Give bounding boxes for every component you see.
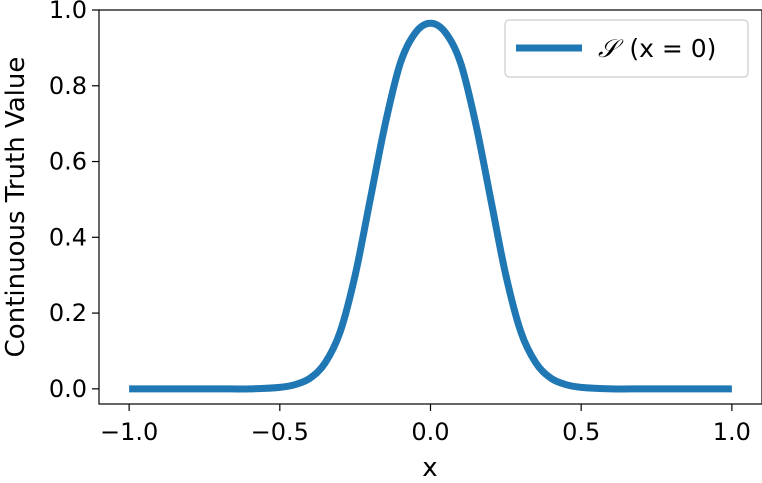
series-layer — [129, 19, 732, 393]
y-tick-label: 0.6 — [49, 148, 87, 176]
y-tick-label: 0.2 — [49, 299, 87, 327]
x-tick-label: 0.0 — [411, 418, 449, 446]
x-tick-label: −1.0 — [100, 418, 158, 446]
legend-label-text: (x = 0) — [629, 34, 716, 63]
legend-box — [504, 19, 749, 78]
y-axis-label: Continuous Truth Value — [1, 57, 31, 358]
legend: 𝒮 (x = 0) — [504, 19, 749, 78]
x-axis: −1.0 −0.5 0.0 0.5 1.0 — [100, 404, 751, 446]
x-tick-label: 1.0 — [713, 418, 751, 446]
x-tick-label: −0.5 — [251, 418, 309, 446]
y-tick-label: 0.4 — [49, 223, 87, 251]
x-tick-label: 0.5 — [562, 418, 600, 446]
x-axis-label: x — [422, 453, 437, 483]
y-tick-label: 0.8 — [49, 72, 87, 100]
series-line — [129, 19, 732, 393]
y-tick-label: 1.0 — [49, 0, 87, 24]
y-tick-label: 0.0 — [49, 375, 87, 403]
y-axis: 0.0 0.2 0.4 0.6 0.8 1.0 — [49, 0, 99, 403]
legend-label: 𝒮 (x = 0) — [598, 34, 716, 63]
